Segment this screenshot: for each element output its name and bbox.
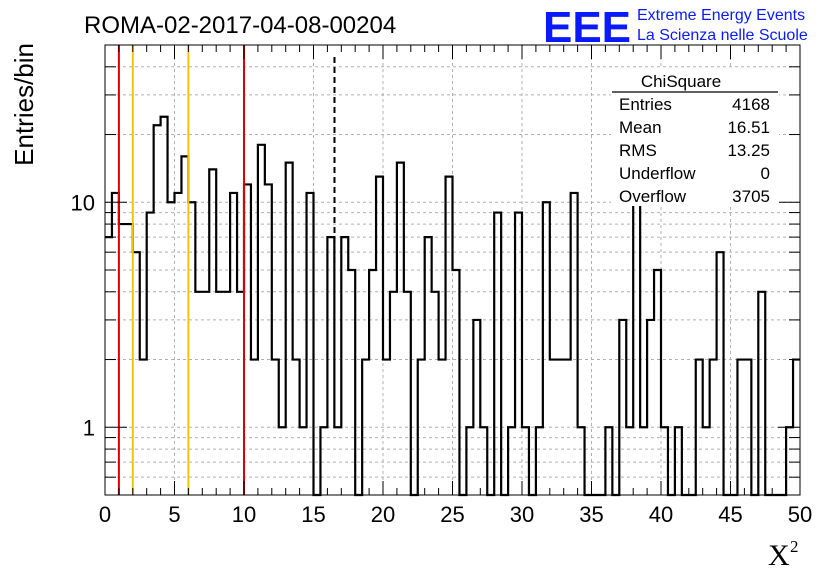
stats-row-value: 3705 xyxy=(732,187,770,206)
y-axis-label: Entries/bin xyxy=(9,43,39,166)
stats-box: ChiSquare Entries 4168 Mean 16.51 RMS 13.25 Un… xyxy=(611,68,779,206)
x-tick-label: 30 xyxy=(510,502,534,527)
axis-ticks xyxy=(104,44,801,496)
axis-tick-labels: 0 5 10 15 20 25 30 35 40 45 50 1 10 xyxy=(71,190,813,527)
eee-logo-line1: Extreme Energy Events xyxy=(637,7,805,24)
stats-row-label: Mean xyxy=(619,118,662,137)
stats-row-label: Underflow xyxy=(619,164,696,183)
y-tick-label: 1 xyxy=(83,415,95,440)
stats-row-label: RMS xyxy=(619,141,657,160)
stats-row-value: 13.25 xyxy=(727,141,770,160)
eee-logo-mark: EEE xyxy=(543,3,631,52)
stats-box-background xyxy=(611,68,779,206)
x-tick-label: 50 xyxy=(788,502,812,527)
vertical-lines xyxy=(117,45,336,495)
stats-row-value: 0 xyxy=(761,164,770,183)
stats-box-rows: Entries 4168 Mean 16.51 RMS 13.25 Underflow 0 Ov… xyxy=(619,95,770,206)
stats-row-label: Overflow xyxy=(619,187,687,206)
x-tick-label: 10 xyxy=(232,502,256,527)
x-tick-label: 5 xyxy=(168,502,180,527)
stats-row-label: Entries xyxy=(619,95,672,114)
x-tick-label: 45 xyxy=(718,502,742,527)
x-axis-label-superscript: 2 xyxy=(790,537,799,556)
x-axis-label-main: X xyxy=(768,539,790,572)
stats-row-value: 4168 xyxy=(732,95,770,114)
x-tick-label: 0 xyxy=(99,502,111,527)
x-tick-label: 20 xyxy=(371,502,395,527)
x-tick-label: 15 xyxy=(301,502,325,527)
x-tick-label: 25 xyxy=(440,502,464,527)
x-tick-label: 35 xyxy=(579,502,603,527)
y-tick-label: 10 xyxy=(71,190,95,215)
stats-row-value: 16.51 xyxy=(727,118,770,137)
x-axis-label: X 2 xyxy=(768,537,799,572)
x-tick-label: 40 xyxy=(649,502,673,527)
eee-logo-line2: La Scienza nelle Scuole xyxy=(637,27,808,44)
stats-box-title: ChiSquare xyxy=(641,72,721,91)
chart-title: ROMA-02-2017-04-08-00204 xyxy=(84,12,396,39)
eee-logo: EEE Extreme Energy Events La Scienza nel… xyxy=(543,3,808,52)
